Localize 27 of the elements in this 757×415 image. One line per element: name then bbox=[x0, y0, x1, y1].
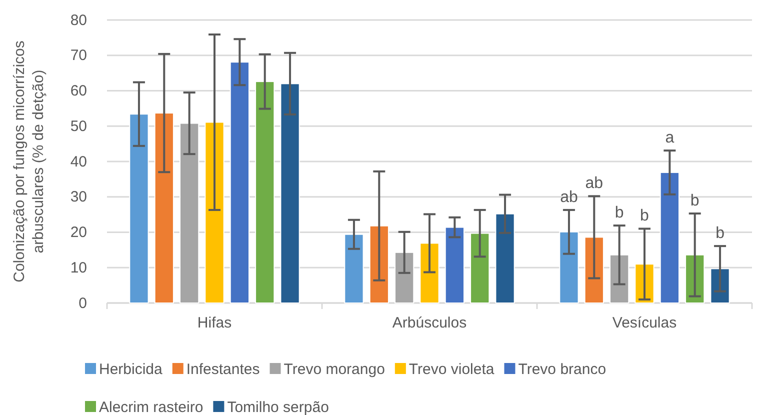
annotation: ab bbox=[585, 175, 604, 192]
y-tick-label: 50 bbox=[70, 118, 87, 135]
annotation: b bbox=[690, 192, 700, 210]
legend-label: Trevo branco bbox=[518, 361, 606, 378]
y-tick-label: 80 bbox=[70, 12, 87, 29]
legend-label: Tomilho serpão bbox=[227, 399, 329, 415]
y-tick-label: 0 bbox=[78, 294, 87, 312]
y-tick-label: 10 bbox=[70, 259, 87, 276]
legend-label: Herbicida bbox=[99, 361, 164, 378]
legend-label: Infestantes bbox=[186, 361, 260, 378]
y-tick-label: 20 bbox=[70, 224, 87, 242]
y-axis-title: Colonização por fungos micorrízicos arbusculares (% de detção) bbox=[11, 40, 47, 282]
x-tick-label: Arbúsculos bbox=[392, 314, 467, 332]
y-tick-label: 60 bbox=[70, 82, 87, 100]
legend-label: Trevo violeta bbox=[408, 361, 495, 378]
legend-label: Trevo morango bbox=[284, 361, 385, 378]
annotation: b bbox=[716, 225, 725, 242]
x-tick-label: Vesículas bbox=[612, 314, 677, 332]
y-tick-label: 70 bbox=[70, 47, 87, 64]
annotation: ab bbox=[560, 188, 578, 206]
annotation: a bbox=[665, 130, 674, 147]
legend-label: Alecrim rasteiro bbox=[99, 399, 204, 415]
y-tick-label: 30 bbox=[70, 188, 87, 206]
y-tick-label: 40 bbox=[70, 153, 87, 170]
annotation: b bbox=[614, 204, 624, 222]
annotation: b bbox=[640, 208, 650, 225]
x-tick-label: Hifas bbox=[197, 314, 232, 332]
